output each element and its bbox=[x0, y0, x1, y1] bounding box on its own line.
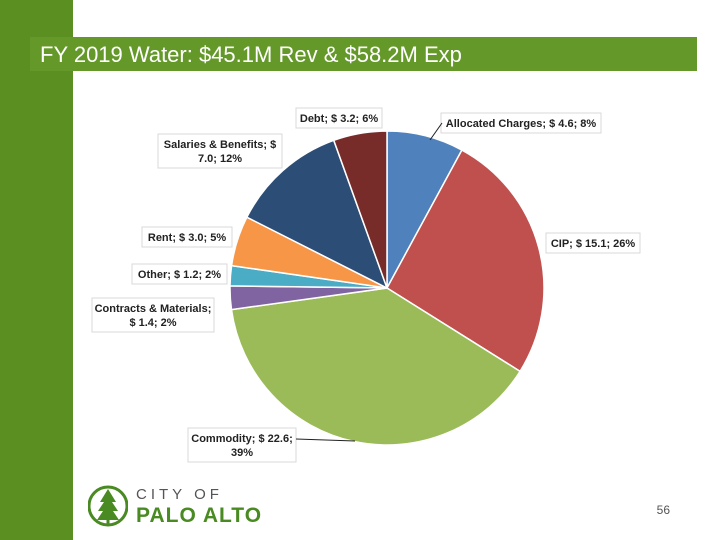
pie-slice-debt bbox=[332, 130, 388, 289]
pie-slices bbox=[229, 130, 545, 446]
data-label-other: Other; $ 1.2; 2% bbox=[131, 263, 228, 285]
data-label-line: CIP; $ 15.1; 26% bbox=[551, 238, 636, 250]
data-label-rent: Rent; $ 3.0; 5% bbox=[141, 226, 233, 248]
slide-title: FY 2019 Water: $45.1M Rev & $58.2M Exp bbox=[40, 42, 462, 67]
title-bar: FY 2019 Water: $45.1M Rev & $58.2M Exp bbox=[30, 37, 697, 71]
page-number: 56 bbox=[656, 503, 670, 517]
data-label-allocated-charges: Allocated Charges; $ 4.6; 8% bbox=[429, 112, 602, 141]
leader-line bbox=[295, 438, 356, 442]
data-label-cip: CIP; $ 15.1; 26% bbox=[545, 232, 641, 254]
data-label-line: Allocated Charges; $ 4.6; 8% bbox=[446, 118, 597, 130]
data-label-line: Rent; $ 3.0; 5% bbox=[148, 232, 226, 244]
data-label-salaries-benefits: Salaries & Benefits; $ 7.0; 12% bbox=[157, 133, 283, 169]
side-accent-bar bbox=[0, 0, 73, 540]
data-label-commodity: Commodity; $ 22.6; 39% bbox=[187, 427, 356, 463]
logo-city-text: CITY OF bbox=[136, 486, 223, 503]
tree-icon bbox=[88, 485, 128, 527]
data-label-line: Debt; $ 3.2; 6% bbox=[300, 113, 378, 125]
data-label-line: Commodity; $ 22.6; bbox=[191, 433, 292, 445]
logo-name-text: PALO ALTO bbox=[136, 504, 263, 527]
pie-labels: Allocated Charges; $ 4.6; 8% CIP; $ 15.1;… bbox=[91, 107, 641, 463]
data-label-line: Salaries & Benefits; $ bbox=[164, 139, 277, 151]
leader-line bbox=[429, 122, 443, 141]
data-label-line: Other; $ 1.2; 2% bbox=[138, 269, 221, 281]
pie-slice-salaries-benefits bbox=[245, 139, 389, 290]
data-label-line: 7.0; 12% bbox=[198, 153, 242, 165]
data-label-debt: Debt; $ 3.2; 6% bbox=[295, 107, 383, 129]
pie-slice-cip bbox=[386, 149, 545, 373]
data-label-line: Contracts & Materials; bbox=[95, 303, 212, 315]
data-label-contracts-materials: Contracts & Materials; $ 1.4; 2% bbox=[91, 297, 215, 333]
data-label-line: 39% bbox=[231, 447, 253, 459]
city-logo: CITY OF PALO ALTO bbox=[88, 484, 308, 530]
data-label-line: $ 1.4; 2% bbox=[129, 317, 176, 329]
